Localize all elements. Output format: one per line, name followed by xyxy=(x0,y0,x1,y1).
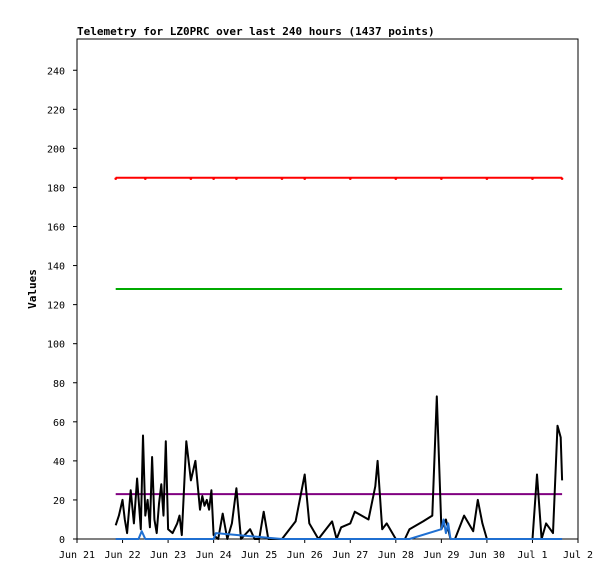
series-point xyxy=(235,177,238,180)
y-tick-label: 220 xyxy=(47,105,65,116)
y-tick-label: 140 xyxy=(47,262,65,273)
y-tick-label: 80 xyxy=(53,379,65,390)
series-line-4 xyxy=(115,518,563,540)
x-tick-label: Jun 23 xyxy=(150,550,186,561)
y-tick-label: 160 xyxy=(47,223,65,234)
y-axis: 0 20 40 60 80 100 120 140 160 180 200 220 240 xyxy=(47,66,77,546)
y-tick-label: 240 xyxy=(47,66,65,77)
y-tick-label: 100 xyxy=(47,340,65,351)
y-axis-label: Values xyxy=(26,269,39,309)
series-point xyxy=(303,177,307,180)
series-point xyxy=(348,177,352,180)
series-layer xyxy=(114,176,564,540)
y-tick-label: 40 xyxy=(53,457,65,468)
series-point xyxy=(280,177,284,180)
series-point xyxy=(114,177,118,180)
series-point xyxy=(531,177,534,180)
x-tick-label: Jun 28 xyxy=(378,550,414,561)
series-point xyxy=(189,177,193,180)
x-tick-label: Jun 25 xyxy=(241,550,277,561)
y-tick-label: 200 xyxy=(47,144,65,155)
x-tick-label: Jul 2 xyxy=(563,550,593,561)
y-tick-label: 60 xyxy=(53,418,65,429)
y-tick-label: 120 xyxy=(47,301,65,312)
x-tick-label: Jul 1 xyxy=(517,550,547,561)
x-tick-label: Jun 30 xyxy=(469,550,505,561)
y-tick-label: 180 xyxy=(47,183,65,194)
series-point xyxy=(485,177,489,180)
y-tick-label: 0 xyxy=(59,535,65,546)
x-tick-label: Jun 29 xyxy=(423,550,459,561)
series-line-3 xyxy=(114,395,564,540)
x-axis: Jun 21 Jun 22 Jun 23 Jun 24 Jun 25 Jun 26 Jun … xyxy=(59,539,593,561)
y-tick-label: 20 xyxy=(53,496,65,507)
series-point xyxy=(440,177,443,180)
series-point xyxy=(560,177,564,180)
series-point xyxy=(394,177,398,180)
series-point xyxy=(212,177,215,180)
x-tick-label: Jun 22 xyxy=(104,550,140,561)
x-tick-label: Jun 26 xyxy=(287,550,323,561)
x-tick-label: Jun 27 xyxy=(332,550,368,561)
x-tick-label: Jun 21 xyxy=(59,550,95,561)
x-tick-label: Jun 24 xyxy=(196,550,232,561)
series-point xyxy=(144,177,147,180)
chart-title: Telemetry for LZ0PRC over last 240 hours… xyxy=(77,25,435,38)
